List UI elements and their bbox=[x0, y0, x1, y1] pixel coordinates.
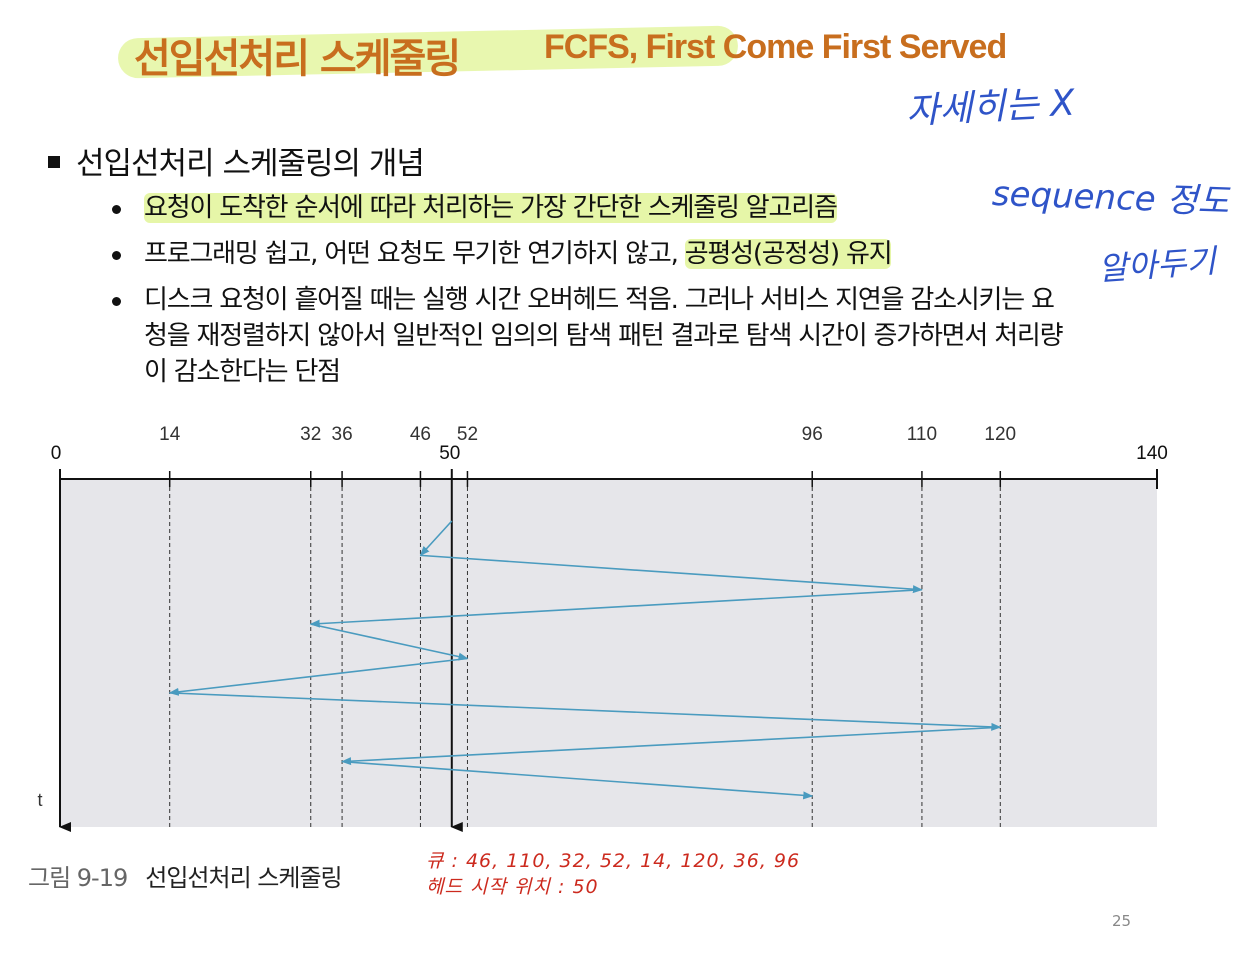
tick-label: 110 bbox=[907, 424, 937, 445]
head-start-label: 50 bbox=[439, 443, 460, 464]
tick-label: 36 bbox=[332, 424, 353, 445]
title-english: FCFS, First Come First Served bbox=[544, 28, 1007, 66]
figure-number: 그림 9-19 bbox=[28, 864, 128, 892]
bullet-list: 요청이 도착한 순서에 따라 처리하는 가장 간단한 스케줄링 알고리즘 프로그… bbox=[108, 190, 1068, 400]
tick-label: 46 bbox=[410, 424, 431, 445]
bullet-item: 요청이 도착한 순서에 따라 처리하는 가장 간단한 스케줄링 알고리즘 bbox=[108, 190, 1068, 226]
chart-background bbox=[60, 479, 1157, 827]
axis-start-label: 0 bbox=[51, 443, 62, 464]
page-number: 25 bbox=[1112, 912, 1132, 930]
time-axis-label: t bbox=[37, 790, 42, 810]
bullet-text: 디스크 요청이 흩어질 때는 실행 시간 오버헤드 적음. 그러나 서비스 지연… bbox=[144, 285, 1064, 387]
bullet-highlighted-text: 공평성(공정성) 유지 bbox=[684, 239, 893, 269]
square-bullet-icon bbox=[48, 155, 60, 168]
axis-end-label: 140 bbox=[1136, 443, 1168, 464]
bullet-item: 디스크 요청이 흩어질 때는 실행 시간 오버헤드 적음. 그러나 서비스 지연… bbox=[108, 282, 1068, 390]
head-movement-segment bbox=[419, 520, 453, 557]
tick-label: 32 bbox=[300, 424, 321, 445]
bullet-text: 프로그래밍 쉽고, 어떤 요청도 무기한 연기하지 않고, bbox=[144, 239, 685, 269]
head-movement-segment bbox=[169, 692, 1002, 731]
section-heading: 선입선처리 스케줄링의 개념 bbox=[48, 138, 425, 183]
fcfs-chart: 14 32 36 46 52 96 110 120 0 140 t 50 bbox=[37, 424, 1168, 832]
queue-note: 큐 : 46, 110, 32, 52, 14, 120, 36, 96 헤드 … bbox=[426, 848, 800, 900]
figure-caption: 그림 9-19 선입선처리 스케줄링 bbox=[28, 858, 343, 893]
title-korean: 선입선처리 스케줄링 bbox=[134, 36, 461, 82]
figure-caption-text: 선입선처리 스케줄링 bbox=[145, 864, 342, 892]
head-movement-segment bbox=[310, 623, 469, 661]
head-movement-segment bbox=[341, 726, 1001, 766]
queue-note-line: 헤드 시작 위치 : 50 bbox=[426, 876, 599, 898]
fcfs-figure: 14 32 36 46 52 96 110 120 0 140 t 50 bbox=[0, 415, 1234, 835]
head-movement-segment bbox=[342, 760, 814, 800]
tick-label: 96 bbox=[802, 424, 823, 445]
section-heading-text: 선입선처리 스케줄링의 개념 bbox=[76, 146, 425, 182]
bullet-item: 프로그래밍 쉽고, 어떤 요청도 무기한 연기하지 않고, 공평성(공정성) 유… bbox=[108, 236, 1068, 272]
handwritten-note-remember: 알아두기 bbox=[1096, 241, 1218, 289]
head-movement-segment bbox=[420, 554, 923, 594]
queue-note-line: 큐 : 46, 110, 32, 52, 14, 120, 36, 96 bbox=[426, 850, 801, 872]
head-movement-segment bbox=[309, 588, 922, 628]
head-movement-segment bbox=[168, 657, 468, 696]
slide-title: 선입선처리 스케줄링 FCFS, First Come First Served bbox=[117, 20, 1078, 90]
bullet-highlighted-text: 요청이 도착한 순서에 따라 처리하는 가장 간단한 스케줄링 알고리즘 bbox=[144, 193, 838, 223]
handwritten-note-detail: 자세히는 X bbox=[905, 82, 1076, 133]
bullet-dot-icon bbox=[112, 251, 121, 260]
bullet-dot-icon bbox=[112, 205, 121, 214]
tick-label: 120 bbox=[984, 424, 1016, 445]
bullet-dot-icon bbox=[112, 297, 121, 306]
tick-label: 52 bbox=[457, 424, 478, 445]
tick-label: 14 bbox=[159, 424, 181, 445]
